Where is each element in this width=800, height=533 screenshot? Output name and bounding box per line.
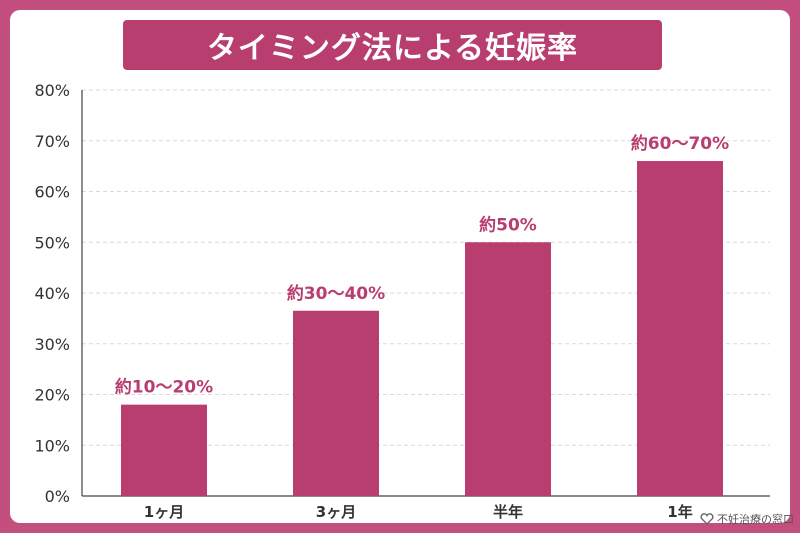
y-tick-label: 80% bbox=[34, 81, 70, 100]
y-tick-label: 60% bbox=[34, 183, 70, 202]
bar-3 bbox=[637, 161, 723, 497]
bar-2 bbox=[465, 242, 551, 496]
x-tick-label: 3ヶ月 bbox=[316, 503, 356, 521]
y-tick-label: 40% bbox=[34, 284, 70, 303]
x-tick-label: 1年 bbox=[667, 503, 692, 521]
y-tick-label: 70% bbox=[34, 132, 70, 151]
source-text: 不妊治療の窓口 bbox=[717, 513, 794, 526]
data-label: 約50% bbox=[479, 214, 537, 235]
data-label: 約10〜20% bbox=[115, 377, 213, 398]
y-tick-label: 30% bbox=[34, 335, 70, 354]
x-tick-label: 1ヶ月 bbox=[144, 503, 184, 521]
y-tick-label: 20% bbox=[34, 386, 70, 405]
chart-title: タイミング法による妊娠率 bbox=[206, 31, 579, 66]
chart-title-box: タイミング法による妊娠率 bbox=[123, 20, 662, 70]
x-tick-label: 半年 bbox=[493, 503, 523, 521]
heart-hands-icon bbox=[700, 513, 714, 525]
y-tick-label: 50% bbox=[34, 233, 70, 252]
bar-1 bbox=[293, 310, 379, 496]
y-tick-label: 10% bbox=[34, 436, 70, 455]
bar-0 bbox=[121, 404, 207, 496]
data-label: 約30〜40% bbox=[287, 283, 385, 304]
y-tick-label: 0% bbox=[45, 487, 70, 506]
data-label: 約60〜70% bbox=[631, 133, 729, 154]
source-credit: 不妊治療の窓口 bbox=[700, 511, 794, 527]
